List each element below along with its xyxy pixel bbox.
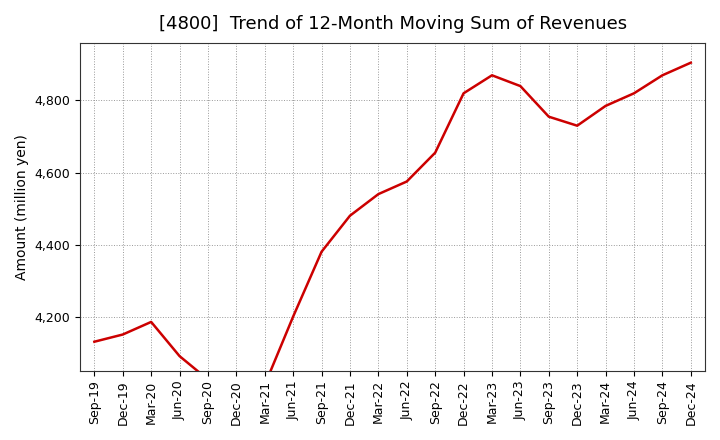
Y-axis label: Amount (million yen): Amount (million yen): [15, 134, 29, 280]
Title: [4800]  Trend of 12-Month Moving Sum of Revenues: [4800] Trend of 12-Month Moving Sum of R…: [158, 15, 626, 33]
